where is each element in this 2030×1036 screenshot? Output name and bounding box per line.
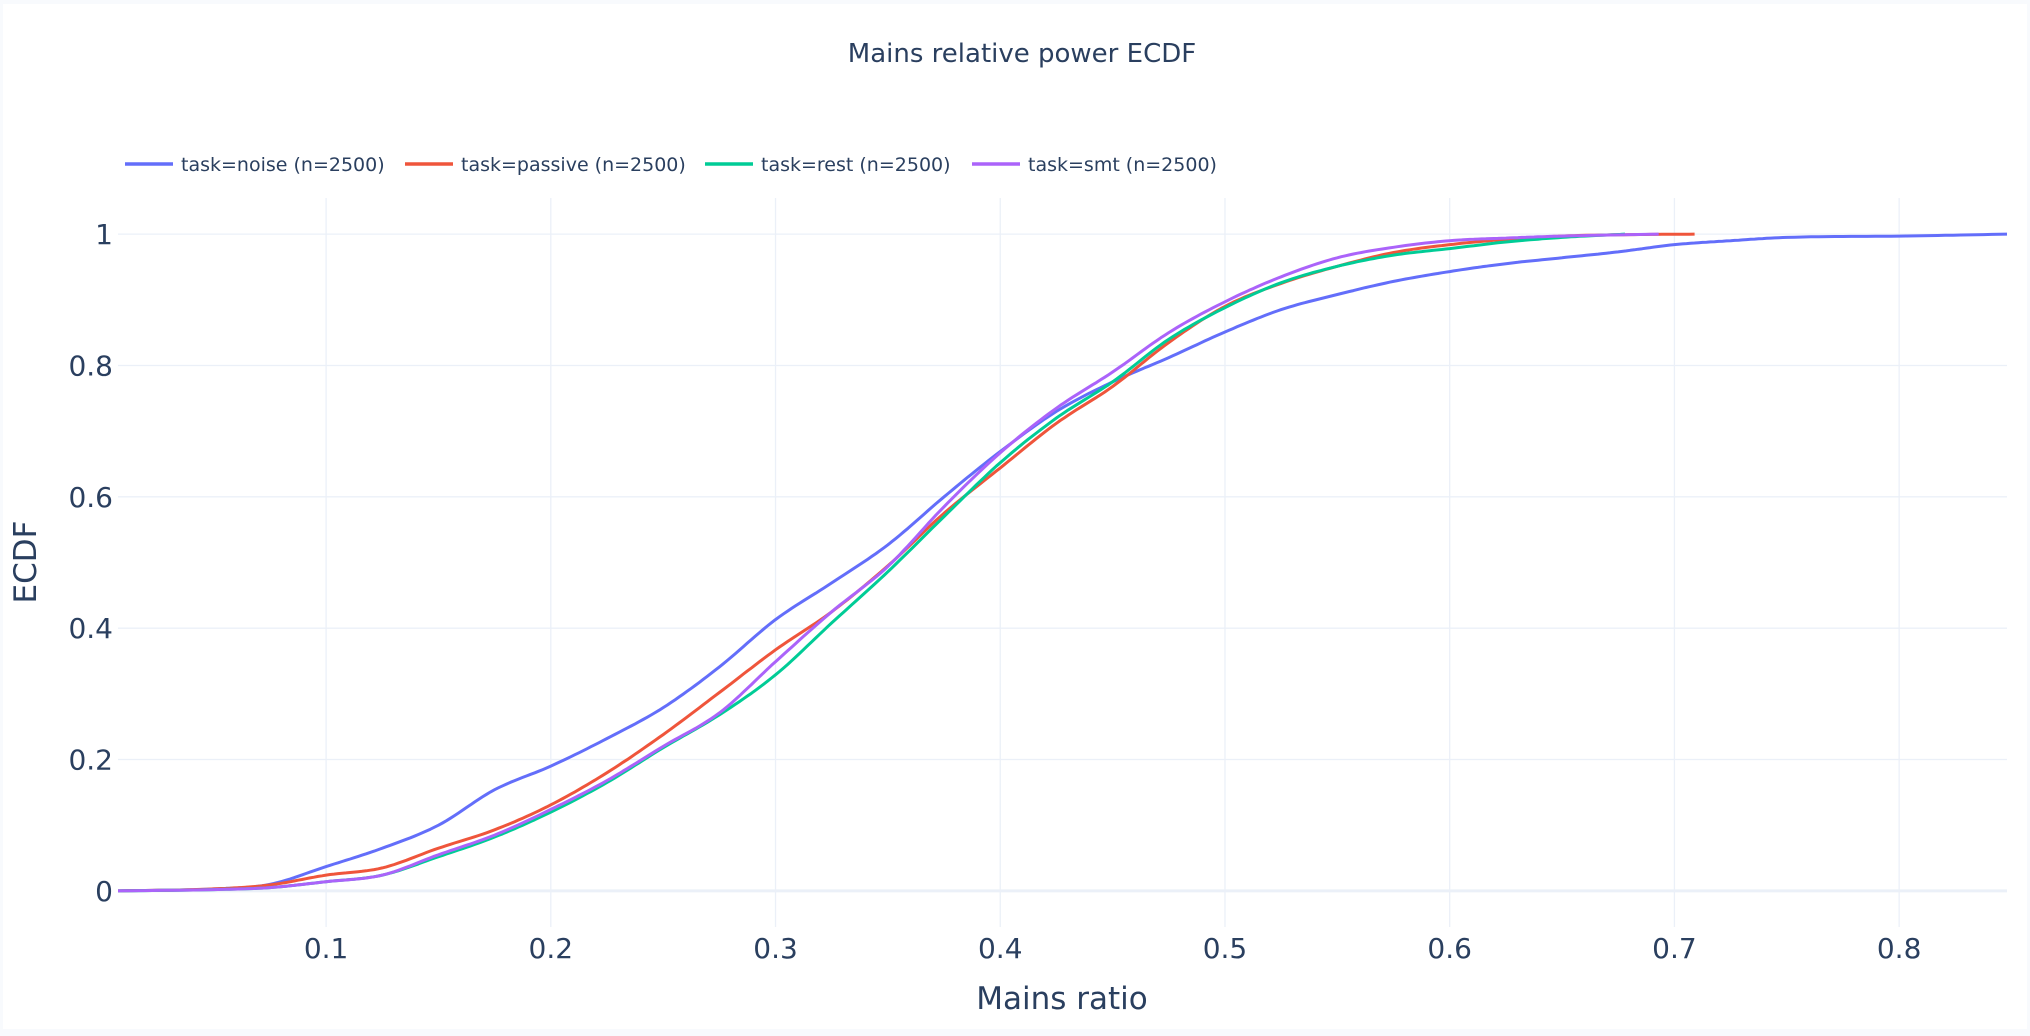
chart-title: Mains relative power ECDF (848, 39, 1196, 69)
x-tick-labels: 0.1 0.2 0.3 0.4 0.5 0.6 0.7 0.8 (304, 932, 1922, 965)
y-tick-label: 0.8 (68, 349, 113, 382)
series-line-rest (118, 232, 1626, 893)
series-line-passive (118, 232, 1695, 893)
y-tick-labels: 0 0.2 0.4 0.6 0.8 1 (68, 218, 113, 908)
legend[interactable]: task=noise (n=2500) task=passive (n=2500)… (125, 154, 1217, 176)
series-line-smt (118, 232, 1659, 893)
x-tick-label: 0.7 (1652, 932, 1697, 965)
x-tick-label: 0.6 (1427, 932, 1472, 965)
grid (118, 198, 2007, 927)
y-tick-label: 0 (95, 875, 113, 908)
series-group (118, 232, 2007, 893)
figure: Mains relative power ECDF task=noise (n=… (3, 4, 2027, 1029)
x-tick-label: 0.4 (978, 932, 1023, 965)
x-tick-label: 0.3 (753, 932, 798, 965)
chart: Mains relative power ECDF task=noise (n=… (8, 39, 2007, 1017)
legend-item[interactable]: task=rest (n=2500) (705, 154, 951, 176)
legend-item[interactable]: task=passive (n=2500) (405, 154, 686, 176)
legend-item[interactable]: task=smt (n=2500) (972, 154, 1217, 176)
legend-label: task=noise (n=2500) (181, 154, 385, 176)
x-tick-label: 0.5 (1203, 932, 1248, 965)
y-axis-title: ECDF (8, 521, 44, 604)
y-tick-label: 0.2 (68, 744, 113, 777)
y-tick-label: 0.6 (68, 481, 113, 514)
series-line-noise (118, 232, 2007, 893)
y-tick-label: 0.4 (68, 612, 113, 645)
x-axis-title: Mains ratio (976, 981, 1147, 1017)
legend-label: task=smt (n=2500) (1028, 154, 1217, 176)
legend-label: task=passive (n=2500) (461, 154, 686, 176)
legend-item[interactable]: task=noise (n=2500) (125, 154, 385, 176)
legend-label: task=rest (n=2500) (761, 154, 951, 176)
y-tick-label: 1 (95, 218, 113, 251)
x-tick-label: 0.1 (304, 932, 349, 965)
x-tick-label: 0.2 (529, 932, 574, 965)
x-tick-label: 0.8 (1877, 932, 1922, 965)
